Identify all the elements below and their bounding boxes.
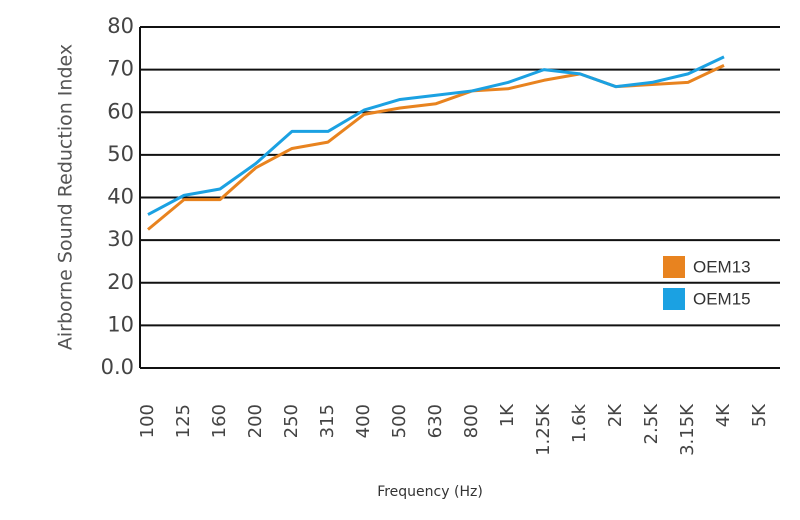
y-tick-label: 60 xyxy=(107,99,134,123)
y-tick-label: 0.0 xyxy=(101,355,134,379)
x-tick-label: 4K xyxy=(713,403,734,427)
x-tick-label: 250 xyxy=(281,404,302,438)
y-tick-label: 40 xyxy=(107,185,134,209)
x-tick-label: 500 xyxy=(389,404,410,438)
x-tick-label: 125 xyxy=(173,404,194,438)
x-tick-label: 200 xyxy=(245,404,266,438)
legend-label: OEM15 xyxy=(693,289,751,308)
x-tick-label: 2K xyxy=(605,403,626,427)
legend-swatch xyxy=(663,288,685,310)
x-axis-label: Frequency (Hz) xyxy=(377,484,483,500)
x-tick-label: 630 xyxy=(425,404,446,438)
y-axis-label: Airborne Sound Reduction Index xyxy=(55,44,77,350)
x-tick-label: 1K xyxy=(497,403,518,427)
x-tick-label: 1.25K xyxy=(533,403,554,456)
x-tick-label: 3.15K xyxy=(677,403,698,456)
y-tick-label: 30 xyxy=(107,227,134,251)
x-tick-label: 5K xyxy=(749,403,770,427)
x-tick-label: 100 xyxy=(137,404,158,438)
x-tick-label: 400 xyxy=(353,404,374,438)
x-tick-label: 800 xyxy=(461,404,482,438)
legend-label: OEM13 xyxy=(693,257,751,276)
x-tick-label: 160 xyxy=(209,404,230,438)
y-tick-label: 20 xyxy=(107,270,134,294)
x-tick-label: 2.5K xyxy=(641,403,662,445)
legend-swatch xyxy=(663,256,685,278)
y-tick-label: 80 xyxy=(107,14,134,38)
y-tick-label: 10 xyxy=(107,312,134,336)
x-tick-label: 315 xyxy=(317,404,338,438)
x-tick-label: 1.6k xyxy=(569,403,590,443)
series-line xyxy=(147,55,725,216)
y-tick-label: 50 xyxy=(107,142,134,166)
y-tick-label: 70 xyxy=(107,57,134,81)
series-line xyxy=(147,64,725,231)
